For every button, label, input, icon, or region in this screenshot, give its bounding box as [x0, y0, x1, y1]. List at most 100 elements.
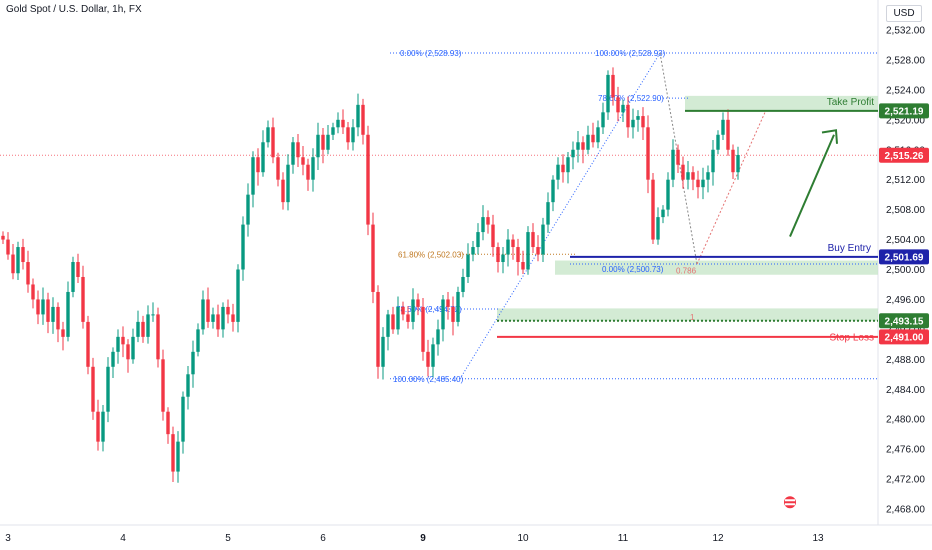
- candle-body: [101, 411, 105, 442]
- candle-body: [146, 314, 150, 337]
- candle-body: [276, 157, 280, 180]
- price-tick-label: 2,508.00: [886, 205, 925, 216]
- price-badge-label: 2,491.00: [885, 332, 924, 343]
- candle-body: [576, 142, 580, 150]
- candle-body: [441, 299, 445, 330]
- candle-body: [321, 134, 325, 150]
- candle-body: [191, 351, 195, 375]
- fib-label: 78.60% (2,522.90): [598, 94, 664, 103]
- candle-body: [601, 112, 605, 128]
- candle-body: [661, 209, 665, 218]
- candle-body: [36, 299, 40, 315]
- candle-body: [126, 344, 130, 360]
- time-tick-label: 10: [517, 533, 529, 544]
- time-tick-label: 9: [420, 533, 426, 544]
- up-arrow-line: [789, 134, 835, 237]
- candle-body: [31, 284, 35, 300]
- candle-body: [81, 276, 85, 322]
- price-badge: [879, 313, 929, 329]
- candle-body: [566, 157, 570, 173]
- time-tick-label: 4: [120, 533, 126, 544]
- candle-body: [296, 142, 300, 158]
- price-tick-label: 2,480.00: [886, 415, 925, 426]
- candle-body: [521, 262, 525, 270]
- candle-body: [181, 396, 185, 442]
- buy-entry-zone: [555, 260, 878, 275]
- fib-label: 0.00% (2,500.73): [602, 265, 664, 274]
- candle-body: [201, 299, 205, 330]
- price-badge-label: 2,521.19: [885, 106, 924, 117]
- candle-body: [311, 157, 315, 180]
- candle-body: [506, 239, 510, 255]
- candle-body: [461, 276, 465, 292]
- candle-body: [6, 239, 10, 255]
- candle-body: [616, 97, 620, 113]
- candle-body: [231, 314, 235, 322]
- candle-body: [416, 299, 420, 307]
- candle-body: [251, 157, 255, 195]
- up-arrow-head: [821, 129, 838, 144]
- price-tick-label: 2,524.00: [886, 85, 925, 96]
- candle-body: [641, 116, 645, 128]
- candle-body: [696, 179, 700, 188]
- candle-body: [636, 116, 640, 120]
- candle-body: [476, 232, 480, 248]
- price-tick-label: 2,496.00: [886, 295, 925, 306]
- candle-body: [381, 336, 385, 367]
- take-profit-label: Take Profit: [827, 97, 874, 108]
- candle-body: [701, 179, 705, 188]
- price-tick-label: 2,512.00: [886, 175, 925, 186]
- candle-body: [66, 291, 70, 337]
- candle-body: [261, 142, 265, 173]
- candle-body: [306, 164, 310, 180]
- candle-body: [596, 127, 600, 143]
- candle-body: [586, 134, 590, 150]
- candle-body: [206, 299, 210, 322]
- us-flag-icon-stripe: [785, 499, 795, 502]
- candle-body: [341, 119, 345, 128]
- candle-body: [56, 306, 60, 330]
- candle-body: [391, 314, 395, 330]
- candle-body: [466, 254, 470, 277]
- candle-body: [451, 306, 455, 322]
- candle-body: [671, 149, 675, 180]
- candle-body: [301, 157, 305, 165]
- fib-label: 61.80% (2,502.03): [398, 250, 464, 259]
- price-badge-label: 2,515.26: [885, 151, 924, 162]
- price-badge-label: 2,501.69: [885, 252, 924, 263]
- candle-body: [501, 254, 505, 263]
- time-tick-label: 12: [712, 533, 724, 544]
- candle-body: [186, 374, 190, 397]
- candle-body: [86, 321, 90, 367]
- candle-body: [271, 127, 275, 158]
- candle-body: [361, 104, 365, 135]
- candle-body: [286, 164, 290, 203]
- candle-body: [171, 434, 175, 472]
- candle-body: [726, 119, 730, 150]
- candle-body: [326, 134, 330, 150]
- candle-body: [366, 134, 370, 225]
- candle-body: [531, 232, 535, 248]
- fib-label: 0.786: [676, 267, 697, 276]
- price-badge: [879, 103, 929, 119]
- candle-body: [706, 172, 710, 180]
- candle-body: [651, 179, 655, 240]
- candle-body: [241, 224, 245, 270]
- currency-button[interactable]: USD: [886, 5, 922, 22]
- candle-body: [76, 262, 80, 277]
- candle-body: [411, 299, 415, 322]
- candle-body: [446, 299, 450, 307]
- candle-body: [11, 254, 15, 274]
- fib-diagonal-3: [696, 112, 766, 265]
- candle-body: [236, 269, 240, 322]
- fib-label: 100.00% (2,528.93): [595, 49, 666, 58]
- candle-body: [156, 314, 160, 360]
- candle-body: [731, 149, 735, 173]
- candle-body: [581, 142, 585, 150]
- fib-label: 1: [690, 313, 695, 322]
- candle-body: [396, 306, 400, 330]
- candle-body: [676, 149, 680, 165]
- candle-body: [371, 224, 375, 292]
- candle-body: [436, 329, 440, 345]
